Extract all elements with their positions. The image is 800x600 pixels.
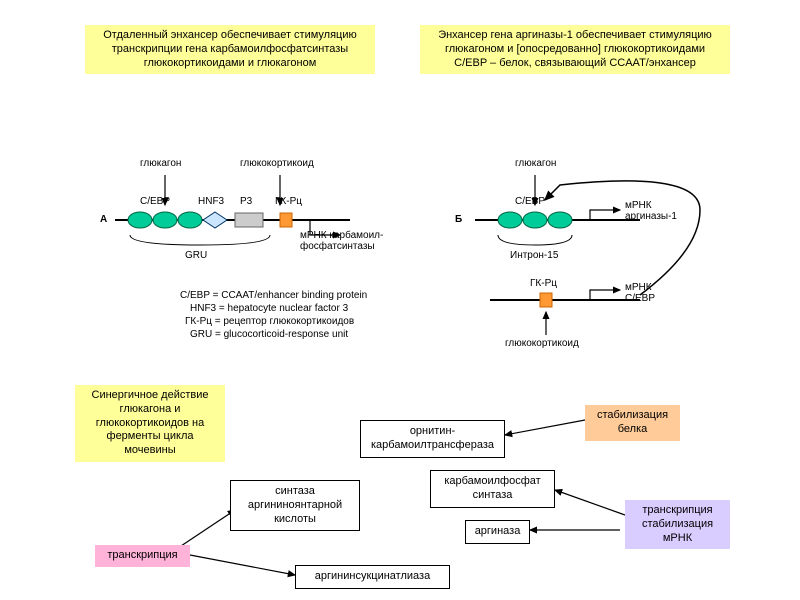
- enhancer-box-b: Энхансер гена аргиназы-1 обеспечивает ст…: [420, 25, 730, 74]
- label-hnf3: HNF3: [198, 196, 224, 207]
- enhancer-box-a: Отдаленный энхансер обеспечивает стимуля…: [85, 25, 375, 74]
- label-cebp-b: C/EBP: [515, 196, 545, 207]
- label-gru: GRU: [185, 250, 207, 261]
- enzyme-arginase: аргиназа: [465, 520, 530, 544]
- label-mrna-cebp: мРНК C/EBP: [625, 282, 655, 304]
- legend-1: C/EBP = CCAAT/enhancer binding protein: [180, 290, 367, 301]
- label-b: Б: [455, 214, 462, 225]
- enzyme-arg-suc-synth: синтаза аргининоянтарной кислоты: [230, 480, 360, 531]
- enzyme-orn-carb: орнитин- карбамоилтрансфераза: [360, 420, 505, 458]
- effect-protein-stab: стабилизация белка: [585, 405, 680, 441]
- label-glucagon-b: глюкагон: [515, 158, 556, 169]
- label-glucocorticoid-a: глюкокортикоид: [240, 158, 314, 169]
- label-cebp-a: C/EBP: [140, 196, 170, 207]
- legend-3: ГК-Рц = рецептор глюкокортикоидов: [185, 316, 354, 327]
- effect-transcription: транскрипция: [95, 545, 190, 567]
- label-gkrc-a: ГК-Рц: [275, 196, 302, 207]
- label-mrna-cp: мРНК карбамоил- фосфатсинтазы: [300, 230, 410, 252]
- label-p3: P3: [240, 196, 252, 207]
- label-glucocorticoid-b: глюкокортикоид: [505, 338, 579, 349]
- label-gkrc-b: ГК-Рц: [530, 278, 557, 289]
- enzyme-arg-suc-lyase: аргининсукцинатлиаза: [295, 565, 450, 589]
- effect-transc-mrna-stab: транскрипция стабилизация мРНК: [625, 500, 730, 549]
- label-a: А: [100, 214, 107, 225]
- enzyme-carb-synth: карбамоилфосфат синтаза: [430, 470, 555, 508]
- label-mrna-arg: мРНК аргиназы-1: [625, 200, 677, 222]
- synergy-box: Синергичное действие глюкагона и глюкоко…: [75, 385, 225, 462]
- label-glucagon-a: глюкагон: [140, 158, 181, 169]
- legend-2: HNF3 = hepatocyte nuclear factor 3: [190, 303, 348, 314]
- legend-4: GRU = glucocorticoid-response unit: [190, 329, 348, 340]
- label-intron15: Интрон-15: [510, 250, 558, 261]
